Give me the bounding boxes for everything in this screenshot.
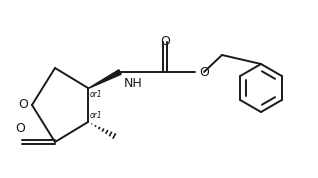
Text: O: O	[199, 66, 209, 78]
Text: or1: or1	[90, 111, 103, 120]
Text: NH: NH	[124, 77, 143, 90]
Text: O: O	[15, 122, 25, 135]
Text: or1: or1	[90, 90, 103, 99]
Text: O: O	[160, 35, 170, 48]
Polygon shape	[88, 70, 121, 88]
Text: O: O	[18, 98, 28, 111]
